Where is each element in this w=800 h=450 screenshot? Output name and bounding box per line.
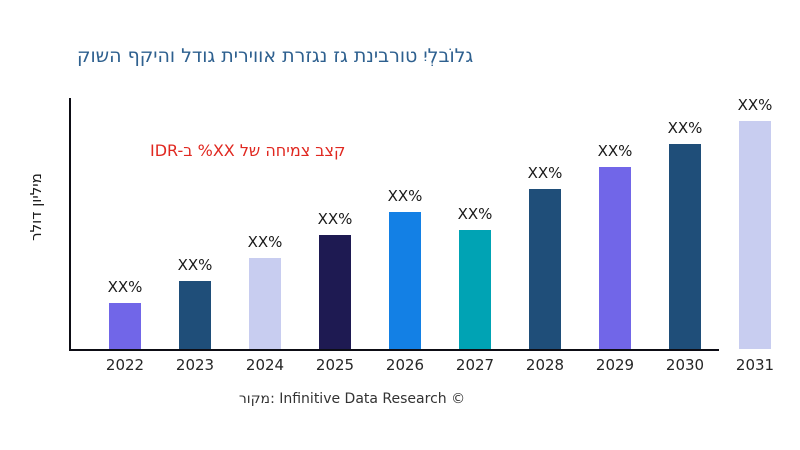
x-tick-2023: 2023 [175,356,215,374]
x-tick-2025: 2025 [315,356,355,374]
bar-2027 [459,230,491,349]
bar-2028 [529,189,561,349]
bar-2022 [109,303,141,349]
x-tick-2031: 2031 [735,356,775,374]
bar-value-label-2028: XX% [527,164,563,182]
bar-2023 [179,281,211,349]
x-tick-2022: 2022 [105,356,145,374]
bar-2024 [249,258,281,349]
bar-2030 [669,144,701,349]
bar-value-label-2023: XX% [177,256,213,274]
bar-2025 [319,235,351,349]
chart-title: קושה ףקיהו לדוג תיריווא תרזגנ זג תניברוט… [77,45,474,67]
bar-value-label-2025: XX% [317,210,353,228]
growth-rate-annotation: IDR-ב %XX לש החימצ בצק [150,141,346,160]
bar-value-label-2026: XX% [387,187,423,205]
x-tick-2027: 2027 [455,356,495,374]
y-axis-line [69,98,71,351]
bar-2026 [389,212,421,349]
bar-value-label-2022: XX% [107,278,143,296]
x-tick-2024: 2024 [245,356,285,374]
x-tick-2030: 2030 [665,356,705,374]
x-tick-2029: 2029 [595,356,635,374]
bar-value-label-2029: XX% [597,142,633,160]
bar-value-label-2031: XX% [737,96,773,114]
bar-value-label-2030: XX% [667,119,703,137]
bar-value-label-2024: XX% [247,233,283,251]
bar-2029 [599,167,631,349]
bar-value-label-2027: XX% [457,205,493,223]
bar-2031 [739,121,771,349]
x-tick-2026: 2026 [385,356,425,374]
y-axis-label: רלוד ןוילימ [27,173,45,241]
x-axis-line [69,349,719,351]
source-credit: רוקמ: Infinitive Data Research © [238,391,466,407]
x-tick-2028: 2028 [525,356,565,374]
